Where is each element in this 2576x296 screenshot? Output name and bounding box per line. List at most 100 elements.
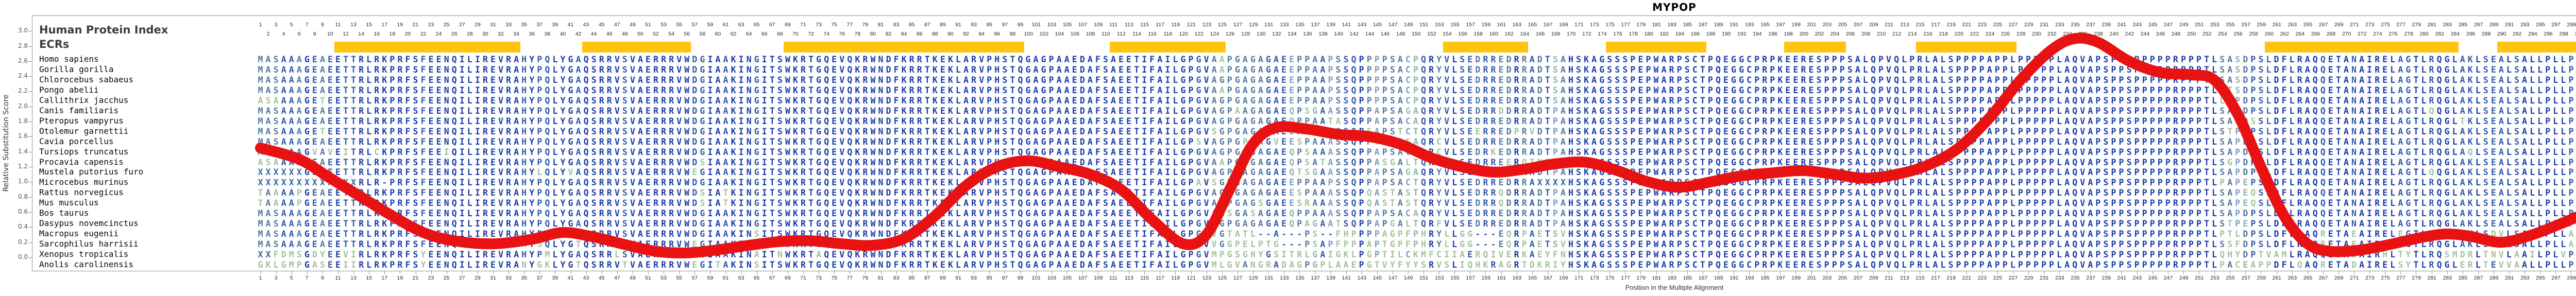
residue-cell: R bbox=[396, 167, 404, 177]
residue-cell: E bbox=[435, 127, 443, 136]
residue-cell: L bbox=[1901, 158, 1908, 167]
residue-cell: L bbox=[1939, 158, 1947, 167]
residue-cell: P bbox=[2040, 137, 2048, 147]
residue-cell: L bbox=[955, 85, 962, 95]
residue-cell: P bbox=[2032, 158, 2040, 167]
residue-cell: A bbox=[574, 55, 582, 64]
residue-cell: V bbox=[613, 167, 621, 177]
residue-cell: R bbox=[598, 137, 605, 147]
species-label: Callithrix jacchus bbox=[39, 95, 128, 106]
ruler-top-number: 299 bbox=[2567, 22, 2575, 28]
residue-cell: H bbox=[1567, 75, 1574, 85]
ruler-top-number: 280 bbox=[2419, 31, 2428, 37]
residue-cell: P bbox=[1823, 147, 1831, 157]
residue-cell: E bbox=[1117, 158, 1125, 167]
residue-cell: R bbox=[2374, 85, 2381, 95]
residue-cell: R bbox=[598, 96, 605, 106]
residue-cell: R bbox=[2172, 106, 2179, 116]
residue-cell: S bbox=[1575, 75, 1583, 85]
residue-cell: A bbox=[1590, 106, 1598, 116]
residue-cell: A bbox=[280, 65, 287, 75]
residue-cell: T bbox=[318, 127, 326, 136]
residue-cell: E bbox=[1280, 127, 1288, 136]
residue-cell: P bbox=[2156, 106, 2164, 116]
residue-cell: R bbox=[373, 158, 381, 167]
residue-cell: D bbox=[885, 75, 892, 85]
residue-cell: A bbox=[2459, 127, 2466, 136]
residue-cell: D bbox=[1474, 147, 1482, 157]
residue-cell: F bbox=[892, 55, 900, 64]
residue-cell: P bbox=[2567, 106, 2575, 116]
residue-cell: P bbox=[1412, 75, 1419, 85]
residue-cell: S bbox=[2125, 158, 2133, 167]
residue-cell: G bbox=[1040, 65, 1047, 75]
residue-cell: E bbox=[831, 96, 838, 106]
residue-cell: E bbox=[1288, 55, 1296, 64]
ecr-bar bbox=[1606, 42, 1707, 53]
ruler-top-number: 278 bbox=[2404, 31, 2412, 37]
ruler-top-number: 203 bbox=[1823, 22, 1831, 28]
residue-cell: S bbox=[2257, 65, 2265, 75]
residue-cell: P bbox=[2195, 116, 2203, 126]
residue-cell: G bbox=[1249, 96, 1257, 106]
ruler-top-number: 273 bbox=[2365, 22, 2374, 28]
residue-cell: P bbox=[536, 65, 544, 75]
residue-cell: S bbox=[621, 106, 629, 116]
residue-cell: Q bbox=[450, 137, 458, 147]
residue-cell: T bbox=[923, 55, 931, 64]
residue-cell: S bbox=[2102, 65, 2110, 75]
residue-cell: A bbox=[714, 127, 722, 136]
residue-cell: R bbox=[861, 167, 869, 177]
residue-cell: L bbox=[2451, 158, 2459, 167]
residue-cell: E bbox=[2327, 106, 2334, 116]
residue-cell: V bbox=[1202, 147, 1210, 157]
residue-cell: A bbox=[1110, 127, 1117, 136]
residue-cell: E bbox=[1280, 65, 1288, 75]
residue-cell: Q bbox=[823, 55, 831, 64]
ruler-top-number: 254 bbox=[2218, 31, 2226, 37]
residue-cell: R bbox=[668, 75, 675, 85]
residue-cell: E bbox=[326, 106, 334, 116]
residue-cell: Q bbox=[2319, 116, 2327, 126]
residue-cell: G bbox=[1311, 106, 1319, 116]
residue-cell: A bbox=[280, 147, 287, 157]
residue-cell: A bbox=[1210, 158, 1218, 167]
residue-cell: G bbox=[1024, 147, 1032, 157]
residue-cell: L bbox=[2420, 106, 2428, 116]
residue-cell: P bbox=[1187, 106, 1195, 116]
residue-cell: L bbox=[1924, 75, 1931, 85]
residue-cell: N bbox=[877, 167, 885, 177]
residue-cell: P bbox=[1769, 75, 1776, 85]
residue-cell: P bbox=[1769, 85, 1776, 95]
residue-cell: T bbox=[2412, 147, 2420, 157]
residue-cell: Y bbox=[1435, 55, 1443, 64]
residue-cell: E bbox=[1071, 167, 1078, 177]
residue-cell: E bbox=[1497, 96, 1505, 106]
residue-cell: C bbox=[1745, 96, 1753, 106]
residue-cell: A bbox=[287, 55, 295, 64]
residue-cell: I bbox=[473, 65, 481, 75]
ruler-top-number: 77 bbox=[845, 22, 854, 28]
ruler-top-number: 258 bbox=[2249, 31, 2257, 37]
residue-cell: S bbox=[272, 137, 280, 147]
residue-cell: A bbox=[2521, 85, 2529, 95]
ruler-top-number: 96 bbox=[993, 31, 1001, 37]
residue-cell: S bbox=[272, 85, 280, 95]
residue-cell: W bbox=[784, 158, 791, 167]
residue-cell: L bbox=[551, 85, 559, 95]
residue-cell: A bbox=[318, 147, 326, 157]
residue-cell: P bbox=[1706, 127, 1714, 136]
residue-cell: C bbox=[1745, 116, 1753, 126]
residue-cell: P bbox=[1296, 75, 1303, 85]
ruler-top-number: 35 bbox=[520, 22, 528, 28]
residue-cell: T bbox=[923, 96, 931, 106]
residue-cell: T bbox=[923, 127, 931, 136]
residue-cell: T bbox=[1396, 127, 1404, 136]
residue-cell: A bbox=[2497, 85, 2505, 95]
residue-cell: S bbox=[1334, 127, 1342, 136]
residue-cell: A bbox=[2087, 55, 2094, 64]
residue-cell: S bbox=[1195, 137, 1202, 147]
residue-cell: A bbox=[2397, 55, 2404, 64]
residue-cell: E bbox=[1280, 75, 1288, 85]
residue-cell: K bbox=[730, 55, 737, 64]
